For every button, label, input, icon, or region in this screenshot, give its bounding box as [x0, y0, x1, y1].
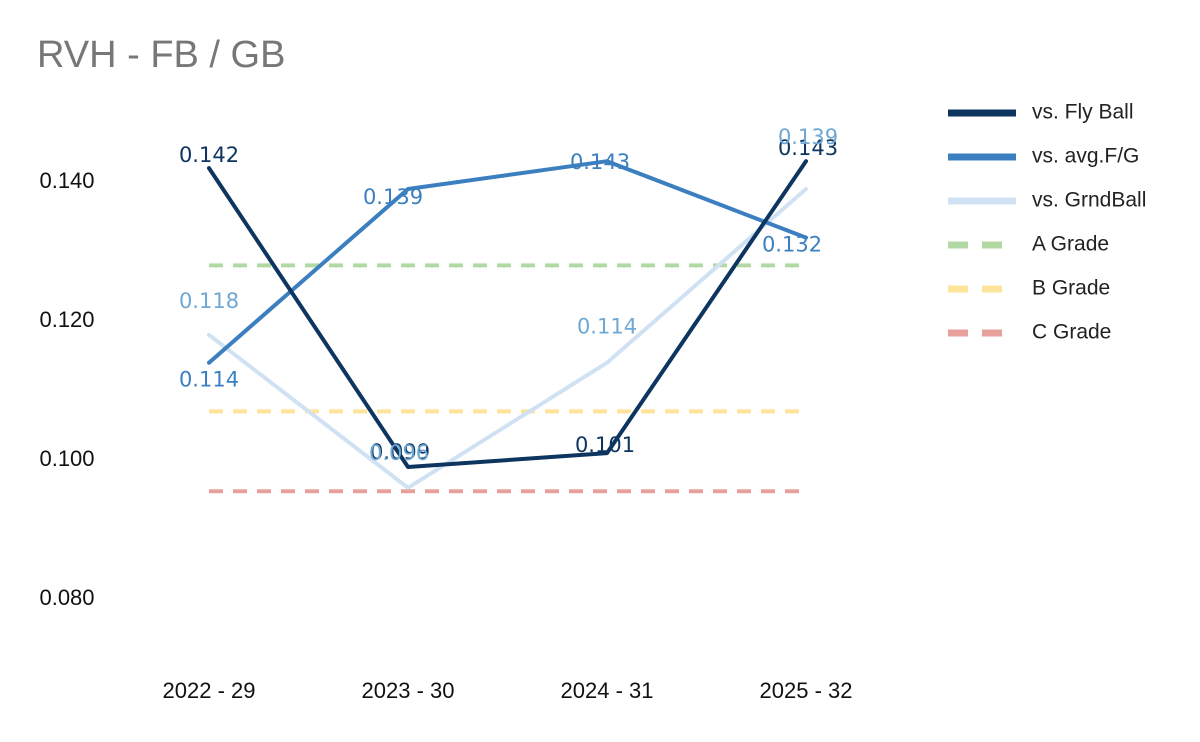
chart-title: RVH - FB / GB: [37, 34, 286, 76]
data-label-s3-3: 0.114: [577, 315, 637, 339]
data-label-s3-4: 0.139: [778, 125, 838, 149]
data-label-s1-1: 0.142: [179, 143, 239, 167]
data-label-s1-3: 0.101: [575, 433, 635, 457]
y-tick-label: 0.120: [39, 307, 94, 332]
data-label-s3-2: 0.096: [369, 441, 429, 465]
data-label-s2-4: 0.132: [762, 233, 822, 257]
legend-label: vs. Fly Ball: [1032, 101, 1134, 124]
x-tick-label: 2024 - 31: [561, 678, 654, 703]
series-line-1: [207, 159, 808, 469]
data-label-s2-1: 0.114: [179, 368, 239, 392]
x-axis-ticks: 2022 - 29 2023 - 30 2024 - 31 2025 - 32: [163, 678, 853, 703]
data-label-s2-3: 0.143: [570, 150, 630, 174]
data-label-s1-4: 0.143: [778, 136, 838, 160]
legend-item-vs-grndball: vs. GrndBall: [948, 189, 1146, 212]
data-label-s2-2: 0.139: [363, 185, 423, 209]
legend-item-a-grade: A Grade: [948, 233, 1109, 256]
y-tick-label: 0.100: [39, 446, 94, 471]
y-tick-label: 0.080: [39, 585, 94, 610]
data-label-s1-2: 0.099: [370, 440, 430, 464]
series-line-3: [207, 187, 808, 490]
y-tick-label: 0.140: [39, 168, 94, 193]
legend-item-b-grade: B Grade: [948, 277, 1110, 300]
x-tick-label: 2025 - 32: [760, 678, 853, 703]
legend-label: A Grade: [1032, 233, 1109, 256]
legend-label: C Grade: [1032, 321, 1111, 344]
y-axis-ticks: 0.080 0.100 0.120 0.140: [39, 168, 94, 610]
legend: vs. Fly Ball vs. avg.F/G vs. GrndBall A Gra…: [948, 101, 1146, 344]
series-lines: [207, 159, 808, 490]
legend-label: vs. avg.F/G: [1032, 145, 1139, 168]
legend-item-vs-avg-f-g: vs. avg.F/G: [948, 145, 1139, 168]
data-label-s3-1: 0.118: [179, 289, 239, 313]
series-line-2: [207, 159, 808, 365]
legend-label: B Grade: [1032, 277, 1110, 300]
x-tick-label: 2023 - 30: [362, 678, 455, 703]
legend-item-c-grade: C Grade: [948, 321, 1111, 344]
legend-item-vs-fly-ball: vs. Fly Ball: [948, 101, 1134, 124]
x-tick-label: 2022 - 29: [163, 678, 256, 703]
legend-label: vs. GrndBall: [1032, 189, 1146, 212]
